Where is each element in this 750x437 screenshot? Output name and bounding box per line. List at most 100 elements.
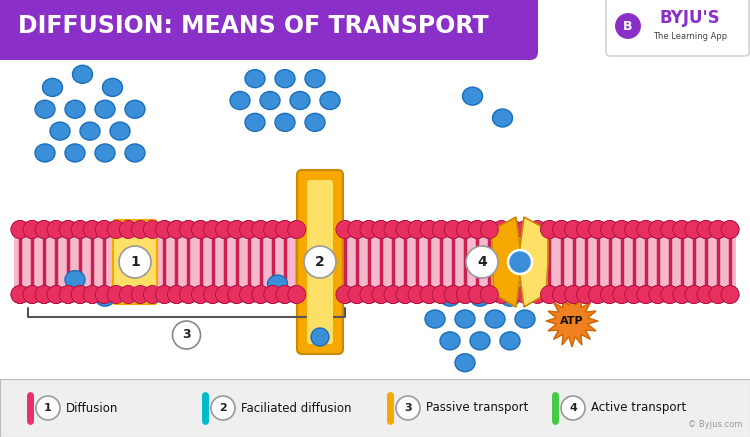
Circle shape [661,285,679,304]
Circle shape [119,285,137,304]
Circle shape [508,250,532,274]
Circle shape [709,221,727,239]
Circle shape [240,285,258,304]
Circle shape [577,221,595,239]
Circle shape [721,221,739,239]
Ellipse shape [275,113,295,132]
Circle shape [119,246,151,278]
Ellipse shape [455,310,475,328]
Ellipse shape [50,122,70,140]
Ellipse shape [425,310,445,328]
Circle shape [11,221,29,239]
Circle shape [637,285,655,304]
Circle shape [625,285,643,304]
Circle shape [83,285,101,304]
Circle shape [23,285,41,304]
Circle shape [396,285,414,304]
Circle shape [336,221,354,239]
Circle shape [300,285,318,304]
Circle shape [191,285,209,304]
Circle shape [697,285,715,304]
Circle shape [336,285,354,304]
Circle shape [336,285,354,304]
Circle shape [35,285,53,304]
Circle shape [420,285,438,304]
Ellipse shape [230,91,250,110]
Circle shape [420,221,438,239]
Circle shape [276,285,294,304]
Circle shape [227,221,245,239]
Circle shape [561,396,585,420]
Text: 4: 4 [477,255,487,269]
Circle shape [468,285,486,304]
Circle shape [172,321,200,349]
Circle shape [59,221,77,239]
Circle shape [408,221,426,239]
Circle shape [444,285,462,304]
Ellipse shape [275,69,295,88]
Circle shape [131,285,149,304]
Circle shape [456,285,474,304]
Ellipse shape [103,78,122,97]
Circle shape [565,221,583,239]
Circle shape [601,285,619,304]
Circle shape [179,285,197,304]
Circle shape [444,221,462,239]
Circle shape [47,285,65,304]
Ellipse shape [440,288,460,306]
Circle shape [625,221,643,239]
Ellipse shape [290,91,310,110]
Circle shape [649,221,667,239]
Circle shape [348,285,366,304]
Circle shape [697,221,715,239]
Circle shape [36,396,60,420]
Circle shape [456,221,474,239]
Circle shape [119,221,137,239]
Circle shape [179,221,197,239]
Circle shape [348,221,366,239]
Circle shape [336,221,354,239]
Circle shape [227,221,245,239]
Circle shape [396,396,420,420]
Circle shape [47,221,65,239]
Circle shape [348,285,366,304]
Circle shape [408,285,426,304]
Circle shape [143,221,161,239]
Circle shape [649,285,667,304]
Circle shape [541,221,559,239]
FancyBboxPatch shape [0,379,750,437]
Circle shape [480,285,498,304]
Circle shape [637,285,655,304]
Circle shape [468,221,486,239]
Ellipse shape [440,332,460,350]
Circle shape [396,285,414,304]
Circle shape [11,285,29,304]
Circle shape [408,221,426,239]
Circle shape [372,221,390,239]
Circle shape [324,285,342,304]
Text: ATP: ATP [560,316,584,326]
Circle shape [661,221,679,239]
Circle shape [685,221,703,239]
Circle shape [529,285,547,304]
Circle shape [444,221,462,239]
Circle shape [396,221,414,239]
Circle shape [505,285,523,304]
Circle shape [348,221,366,239]
Circle shape [179,221,197,239]
Ellipse shape [95,100,115,118]
Circle shape [191,221,209,239]
Ellipse shape [125,144,145,162]
Circle shape [240,221,258,239]
Circle shape [203,285,221,304]
Text: B: B [623,20,633,32]
Circle shape [613,285,631,304]
Circle shape [23,221,41,239]
Circle shape [203,221,221,239]
Circle shape [288,285,306,304]
Circle shape [95,285,113,304]
Text: 3: 3 [182,329,190,341]
Circle shape [119,285,137,304]
Text: Diffusion: Diffusion [66,402,118,415]
Circle shape [167,221,185,239]
